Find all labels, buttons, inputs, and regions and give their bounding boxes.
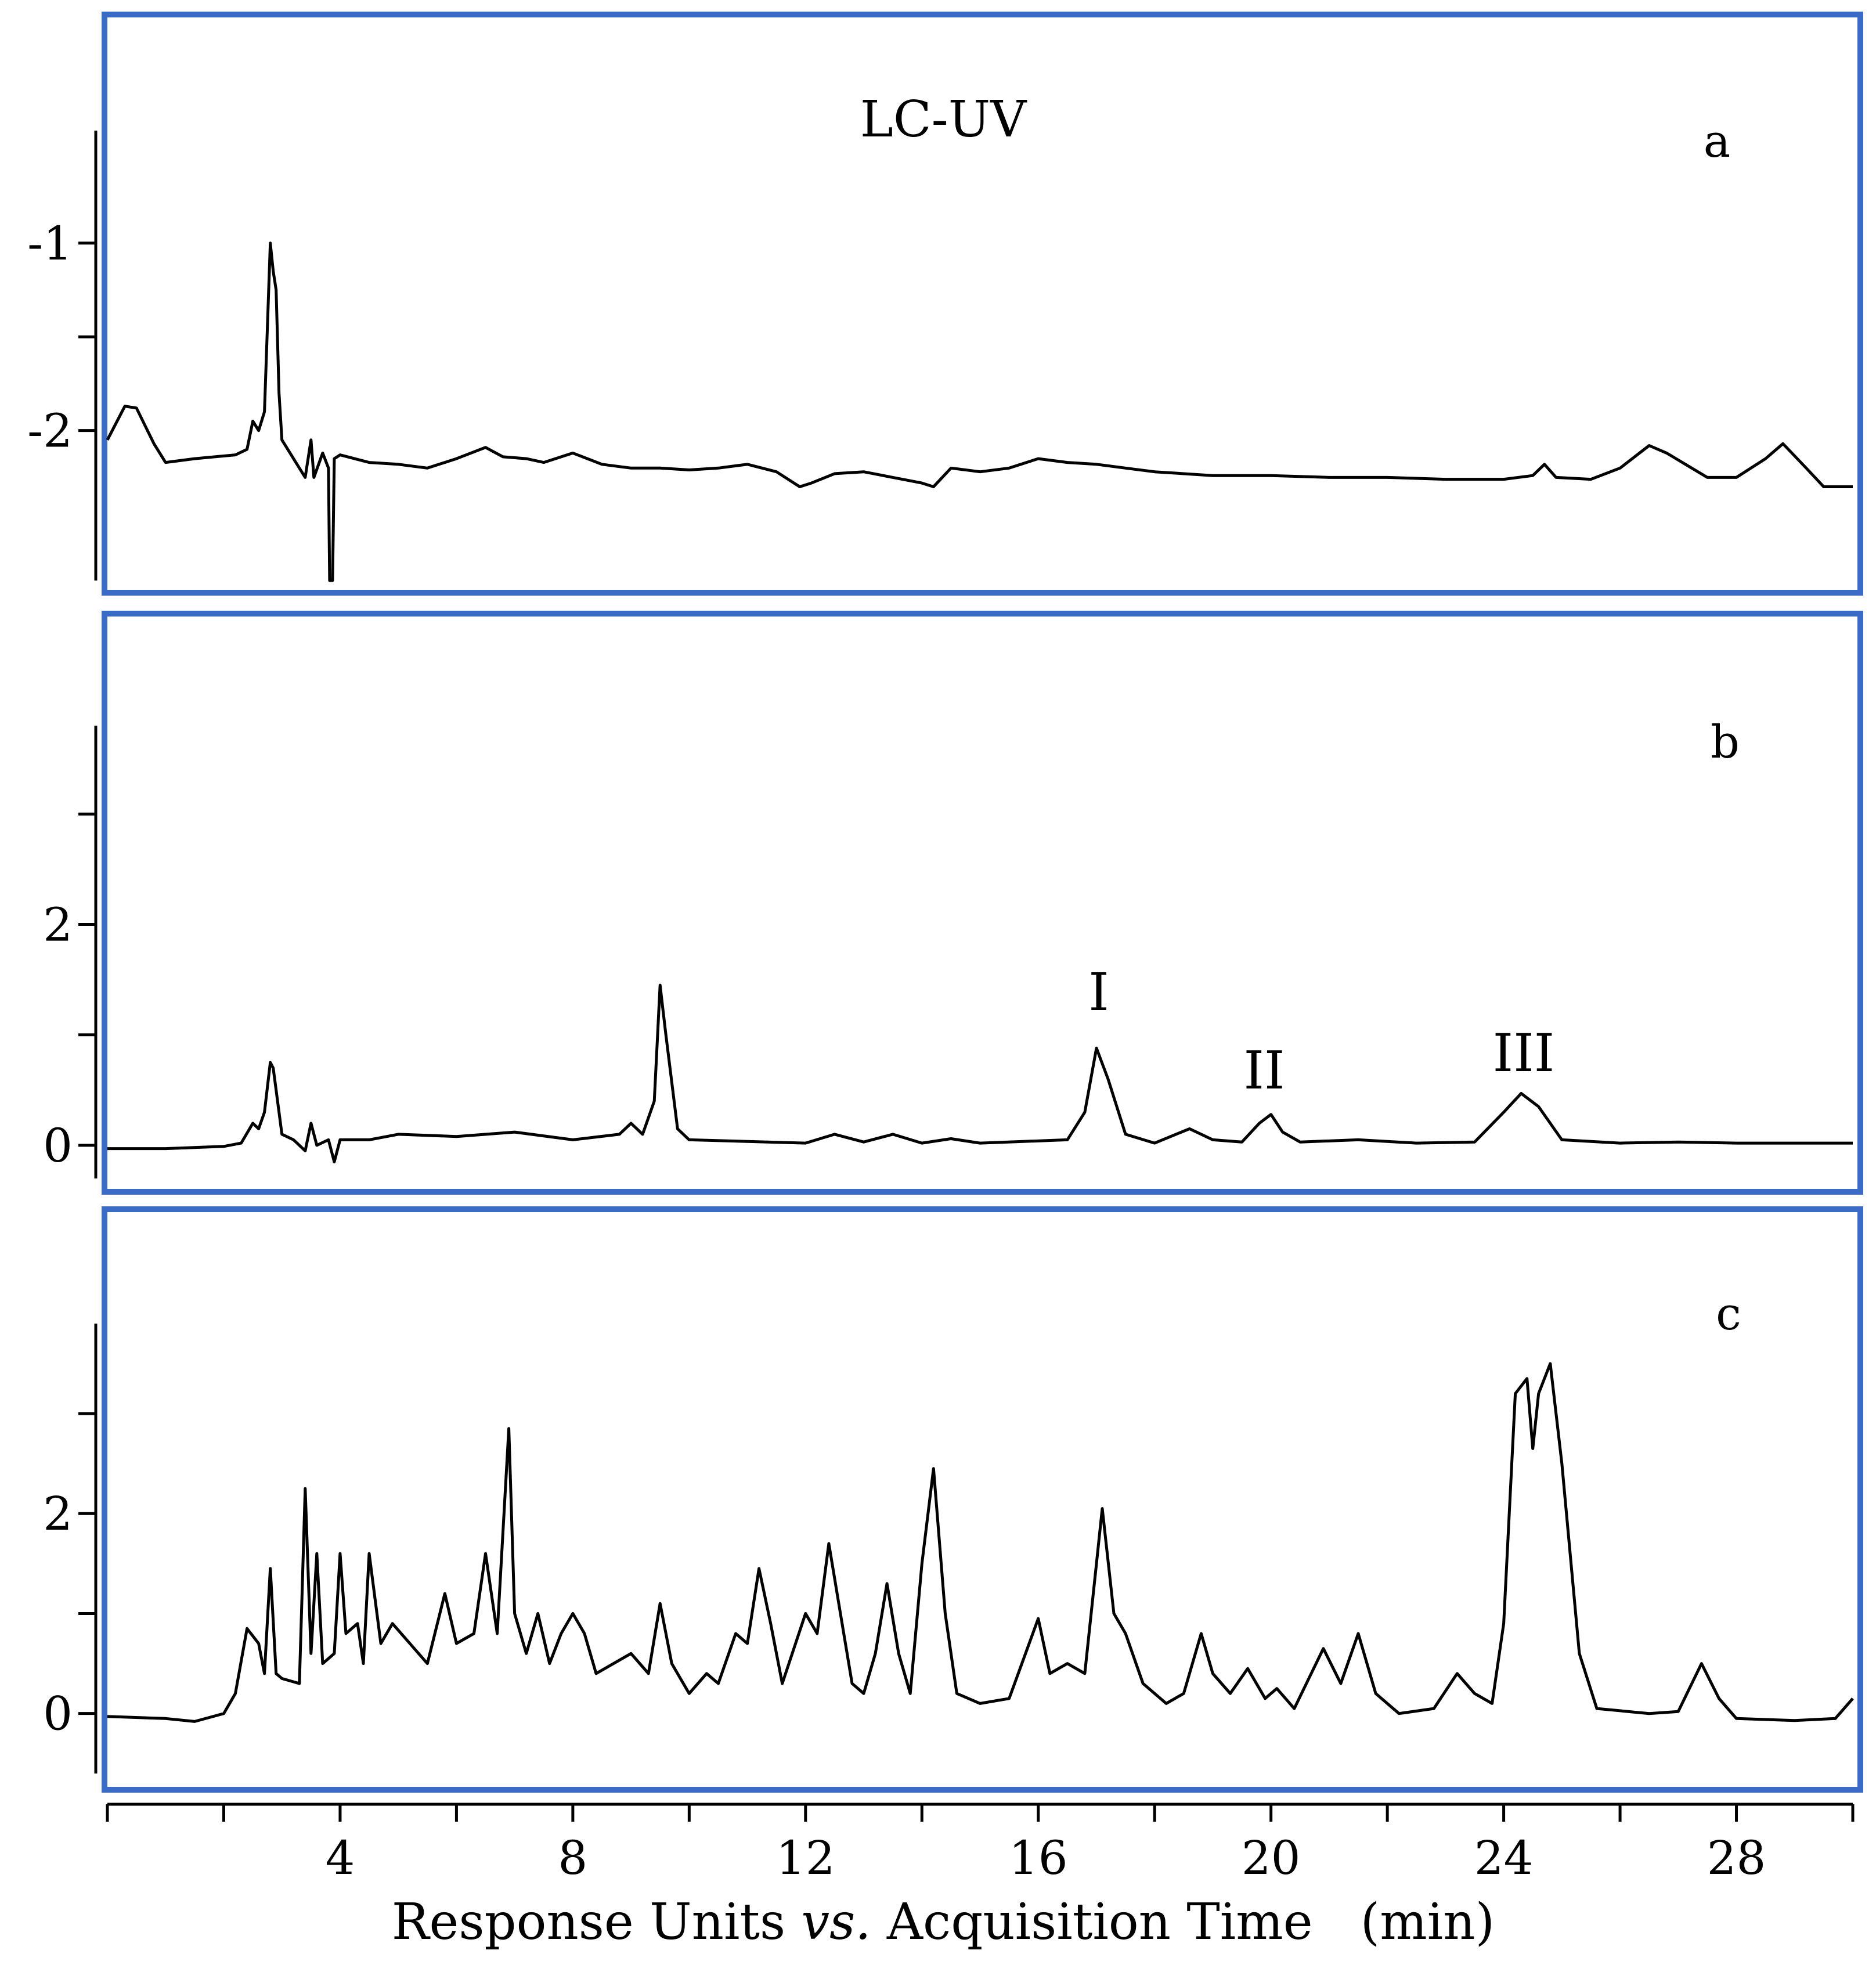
panel-b-y-axis: 02 [43, 726, 98, 1178]
panel-a-y-axis: -1 -2 [27, 131, 98, 581]
y-tick-label: -2 [27, 404, 73, 458]
chart-title: LC-UV [860, 91, 1027, 149]
panel-c-frame [102, 1206, 1863, 1793]
panel-label-c: c [1716, 1288, 1741, 1340]
panel-label-b: b [1711, 716, 1740, 769]
x-axis-label-part-1: Response Units [392, 1893, 802, 1951]
panel-label-a: a [1704, 116, 1731, 168]
y-tick-label: 2 [43, 1487, 73, 1541]
peak-label-ii: II [1243, 1040, 1285, 1101]
x-tick-label: 12 [776, 1831, 835, 1885]
x-axis-label-italic: vs. [802, 1893, 871, 1951]
y-tick-label: 0 [43, 1119, 73, 1173]
panel-b-trace [107, 983, 1853, 1163]
x-tick-label: 4 [325, 1831, 355, 1885]
peak-label-i: I [1088, 962, 1109, 1023]
y-tick-label: 2 [43, 897, 73, 951]
y-tick-label: -1 [27, 217, 73, 271]
panel-a-trace [106, 241, 1853, 582]
panel-c-trace [107, 1362, 1854, 1723]
x-tick-label: 16 [1009, 1831, 1068, 1885]
peak-label-iii: III [1493, 1023, 1555, 1084]
y-tick-label: 0 [43, 1687, 73, 1741]
x-axis: 4 8 12 16 20 24 28 [106, 1803, 1855, 1885]
panel-a-frame [102, 12, 1863, 596]
x-tick-label: 28 [1707, 1831, 1766, 1885]
x-axis-label-part-2: Acquisition Time (min) [871, 1893, 1495, 1951]
panel-c-y-axis: 02 [43, 1324, 98, 1773]
x-axis-label: Response Units vs. Acquisition Time (min… [392, 1893, 1495, 1951]
x-tick-label: 8 [558, 1831, 587, 1885]
x-tick-label: 20 [1242, 1831, 1301, 1885]
x-tick-label: 24 [1474, 1831, 1534, 1885]
panel-b-frame [102, 611, 1863, 1195]
